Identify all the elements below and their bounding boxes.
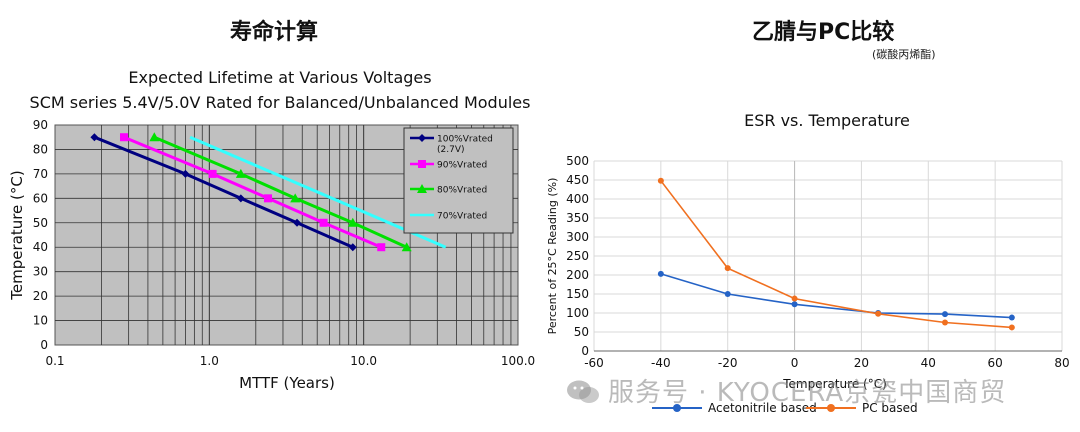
legend-marker <box>673 404 681 412</box>
x-tick-label: 60 <box>988 356 1003 370</box>
x-tick-label: 10.0 <box>350 354 377 368</box>
y-axis-label: Temperature (°C) <box>8 170 26 300</box>
data-point <box>724 265 731 272</box>
data-point <box>319 218 328 227</box>
data-point <box>875 310 882 317</box>
x-tick-label: 20 <box>854 356 869 370</box>
x-tick-label: 100.0 <box>501 354 535 368</box>
legend-label-1: 100%Vrated <box>437 135 493 145</box>
y-tick-label: 0 <box>581 344 589 358</box>
data-point <box>264 194 273 203</box>
y-tick-label: 40 <box>33 240 48 254</box>
y-tick-label: 200 <box>566 268 589 282</box>
legend-marker <box>418 160 426 168</box>
y-tick-label: 250 <box>566 249 589 263</box>
data-point <box>377 243 386 252</box>
y-tick-label: 350 <box>566 211 589 225</box>
watermark: 服务号 · KYOCERA京瓷中国商贸 <box>566 372 1006 409</box>
legend-label-4: 70%Vrated <box>437 212 487 222</box>
x-tick-label: 80 <box>1054 356 1069 370</box>
y-tick-label: 30 <box>33 265 48 279</box>
y-tick-label: 10 <box>33 314 48 328</box>
y-tick-label: 90 <box>33 118 48 132</box>
series-line-1 <box>660 273 1012 319</box>
chart-title: Expected Lifetime at Various Voltages <box>128 68 431 87</box>
y-tick-label: 150 <box>566 287 589 301</box>
legend-label-2: PC based <box>862 401 918 415</box>
series-line-2 <box>660 180 1012 329</box>
data-point <box>348 243 357 252</box>
y-tick-label: 50 <box>574 325 589 339</box>
y-tick-label: 450 <box>566 173 589 187</box>
x-tick-label: 0.1 <box>45 354 64 368</box>
left-section-title: 寿命计算 <box>230 20 319 45</box>
data-point <box>657 177 664 184</box>
chart-title: ESR vs. Temperature <box>744 111 910 130</box>
chart-subtitle: SCM series 5.4V/5.0V Rated for Balanced/… <box>30 93 531 112</box>
data-point <box>293 218 302 227</box>
data-point <box>724 291 731 297</box>
legend-marker <box>827 404 835 412</box>
data-point <box>149 132 160 142</box>
legend-label-1b: (2.7V) <box>437 145 465 155</box>
x-tick-label: -20 <box>718 356 738 370</box>
data-point <box>235 168 246 178</box>
x-axis-label: MTTF (Years) <box>239 374 335 392</box>
data-point <box>942 311 948 318</box>
x-tick-label: -60 <box>584 356 604 370</box>
y-tick-label: 50 <box>33 216 48 230</box>
data-point <box>1008 324 1015 331</box>
data-point <box>1008 314 1015 321</box>
data-point <box>120 133 129 142</box>
right-section-subtitle: (碳酸丙烯酯) <box>872 48 936 61</box>
data-point <box>401 242 412 252</box>
data-point <box>208 169 217 178</box>
x-tick-label: 0 <box>791 356 799 370</box>
data-point <box>181 169 190 178</box>
data-point <box>290 193 301 203</box>
legend-label-2: 90%Vrated <box>437 161 487 171</box>
data-point <box>942 319 948 326</box>
y-tick-label: 70 <box>33 167 48 181</box>
y-tick-label: 400 <box>566 192 589 206</box>
legend-marker <box>417 184 427 193</box>
y-axis-label: Percent of 25°C Reading (%) <box>546 178 559 335</box>
wechat-icon <box>567 380 599 403</box>
x-tick-label: -40 <box>651 356 671 370</box>
data-point <box>90 133 99 142</box>
x-tick-label: 1.0 <box>200 354 219 368</box>
watermark-text: 服务号 · KYOCERA京瓷中国商贸 <box>608 378 1007 408</box>
legend-marker <box>418 134 426 142</box>
x-axis-label: Temperature (°C) <box>782 377 887 391</box>
data-point <box>236 194 245 203</box>
y-tick-label: 100 <box>566 306 589 320</box>
data-point <box>791 301 798 308</box>
data-point <box>347 217 358 227</box>
series-line-4 <box>189 135 447 249</box>
y-tick-label: 80 <box>33 142 48 156</box>
data-point <box>791 295 798 302</box>
y-tick-label: 0 <box>40 338 48 352</box>
y-tick-label: 300 <box>566 230 589 244</box>
legend-label-1: Acetonitrile based <box>708 401 817 415</box>
y-tick-label: 20 <box>33 289 48 303</box>
legend-label-3: 80%Vrated <box>437 186 487 196</box>
y-tick-label: 500 <box>566 154 589 168</box>
x-tick-label: 40 <box>921 356 936 370</box>
data-point <box>657 270 664 277</box>
y-tick-label: 60 <box>33 191 48 205</box>
right-section-title: 乙腈与PC比较 <box>752 20 895 45</box>
